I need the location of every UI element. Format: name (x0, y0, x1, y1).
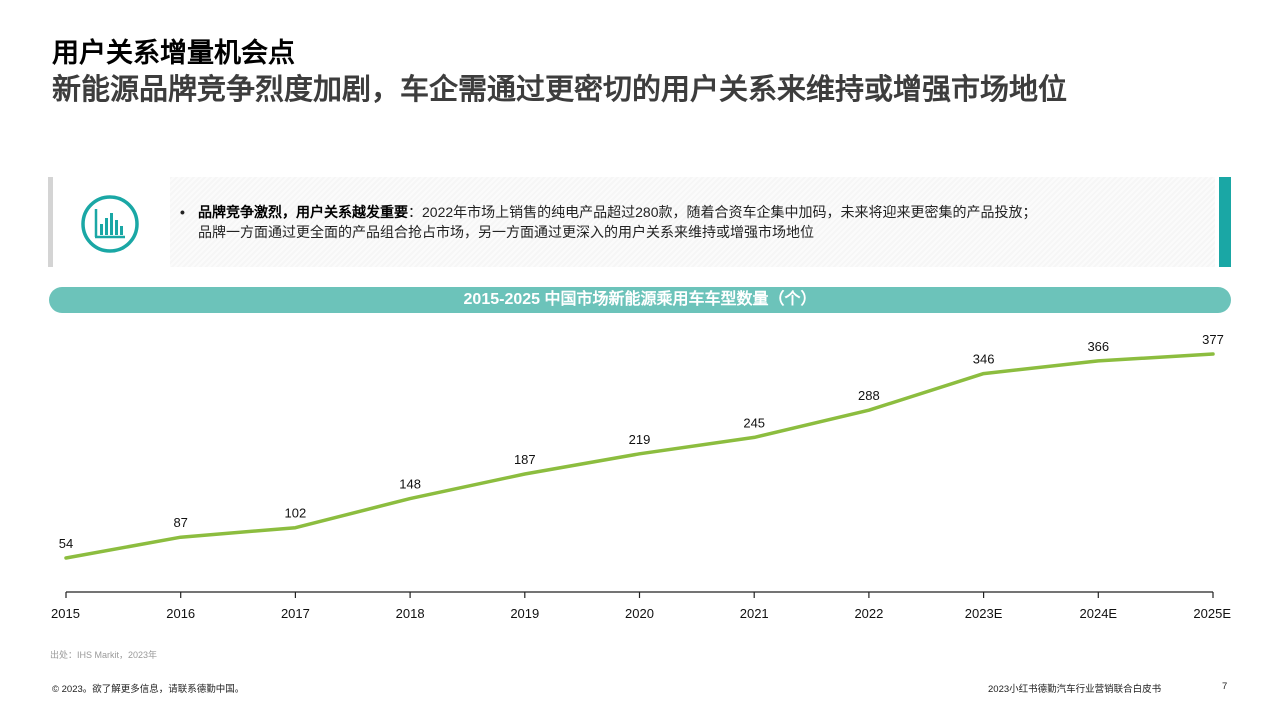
data-label: 148 (399, 477, 421, 492)
x-axis-labels: 2015 2016 2017 2018 2019 2020 2021 2022 2023E 202… (51, 606, 1231, 621)
data-label: 288 (858, 388, 880, 403)
x-tick-label: 2024E (1080, 606, 1118, 621)
info-text: • 品牌竞争激烈，用户关系越发重要：2022年市场上销售的纯电产品超过280款，随… (180, 202, 1220, 242)
info-text-1: ：2022年市场上销售的纯电产品超过280款，随着合资车企集中加码，未来将迎来更… (408, 204, 1037, 220)
x-tick-label: 2016 (166, 606, 195, 621)
info-text-line-1: • 品牌竞争激烈，用户关系越发重要：2022年市场上销售的纯电产品超过280款，随… (180, 202, 1220, 222)
data-label: 87 (173, 515, 187, 530)
page-subtitle: 新能源品牌竞争烈度加剧，车企需通过更密切的用户关系来维持或增强市场地位 (52, 74, 1068, 106)
x-tick-label: 2023E (965, 606, 1003, 621)
page-number: 7 (1222, 681, 1228, 692)
line-chart: 2015 2016 2017 2018 2019 2020 2021 2022 2023E 202… (51, 332, 1231, 621)
data-label: 187 (514, 452, 536, 467)
data-labels: 54 87 102 148 187 219 245 288 346 366 377 (59, 332, 1224, 551)
info-bold-text: 品牌竞争激烈，用户关系越发重要 (198, 204, 408, 220)
report-name: 2023小红书德勤汽车行业营销联合白皮书 (988, 684, 1162, 695)
data-label: 366 (1087, 339, 1109, 354)
x-tick-label: 2017 (281, 606, 310, 621)
data-label: 102 (285, 506, 307, 521)
x-tick-label: 2015 (51, 606, 80, 621)
bar-chart-circle-icon (81, 195, 139, 253)
x-tick-label: 2025E (1193, 606, 1231, 621)
data-label: 346 (973, 352, 995, 367)
page-title: 用户关系增量机会点 (52, 38, 295, 68)
x-tick-label: 2019 (510, 606, 539, 621)
source-note: 出处：IHS Markit，2023年 (50, 650, 158, 660)
data-label: 54 (59, 536, 73, 551)
data-label: 245 (743, 415, 765, 430)
info-box-accent-bar (1219, 177, 1231, 267)
chart-title: 2015-2025 中国市场新能源乘用车车型数量（个） (49, 287, 1231, 313)
x-tick-label: 2020 (625, 606, 654, 621)
info-box: • 品牌竞争激烈，用户关系越发重要：2022年市场上销售的纯电产品超过280款，随… (48, 177, 1231, 267)
series-line (64, 352, 1215, 560)
copyright-text: © 2023。欲了解更多信息，请联系德勤中国。 (52, 684, 245, 695)
x-tick-label: 2022 (854, 606, 883, 621)
x-axis-ticks (65, 592, 1214, 598)
info-bullet: • (180, 204, 185, 220)
data-label: 219 (629, 432, 651, 447)
info-box-text-area (170, 177, 1215, 267)
x-tick-label: 2018 (396, 606, 425, 621)
x-tick-label: 2021 (740, 606, 769, 621)
info-text-line-2: 品牌一方面通过更全面的产品组合抢占市场，另一方面通过更深入的用户关系来维持或增强… (198, 224, 814, 240)
info-box-left-bar (48, 177, 53, 267)
data-label: 377 (1202, 332, 1224, 347)
